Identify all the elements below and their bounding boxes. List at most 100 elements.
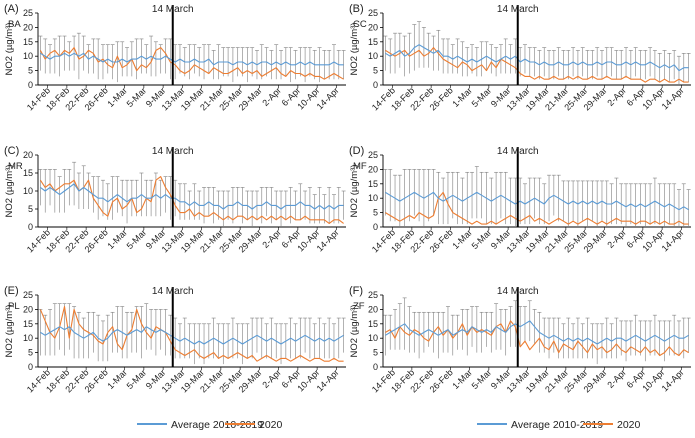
y-tick-label: 5 bbox=[28, 204, 33, 214]
marker-label: 14 March bbox=[152, 4, 194, 15]
site-label: BA bbox=[8, 19, 21, 30]
x-tick-label: 14-Apr bbox=[660, 85, 686, 111]
x-tick-label: 14-Apr bbox=[315, 85, 341, 111]
legend: Average 2010-2019 2020 Average 2010-2019… bbox=[137, 419, 641, 431]
marker-label: 14 March bbox=[497, 4, 539, 15]
site-label: ZF bbox=[353, 301, 365, 312]
x-tick-label: 5-Mar bbox=[125, 85, 149, 109]
y-axis-label: NO2 (µg/m³) bbox=[4, 305, 15, 358]
x-tick-label: 1-Mar bbox=[105, 227, 129, 251]
series-line-average bbox=[385, 191, 689, 211]
y-tick-label: 25 bbox=[368, 8, 378, 18]
y-tick-label: 10 bbox=[368, 333, 378, 343]
x-tick-label: 2-Apr bbox=[260, 367, 283, 390]
y-tick-label: 20 bbox=[368, 22, 378, 32]
y-tick-label: 20 bbox=[23, 304, 33, 314]
x-tick-label: 5-Mar bbox=[470, 227, 494, 251]
series-line-2020 bbox=[385, 191, 689, 225]
y-tick-label: 0 bbox=[373, 362, 378, 372]
x-tick-label: 2-Apr bbox=[605, 85, 628, 108]
legend-average-label-right: Average 2010-2019 bbox=[511, 419, 603, 431]
y-tick-label: 10 bbox=[368, 193, 378, 203]
marker-label: 14 March bbox=[152, 286, 194, 297]
y-tick-label: 15 bbox=[368, 37, 378, 47]
site-label: MF bbox=[353, 161, 367, 172]
y-tick-label: 10 bbox=[23, 333, 33, 343]
x-tick-label: 14-Apr bbox=[315, 227, 341, 253]
y-tick-label: 20 bbox=[23, 150, 33, 160]
y-tick-label: 25 bbox=[23, 8, 33, 18]
series-line-2020 bbox=[39, 176, 344, 224]
x-tick-label: 14-Apr bbox=[660, 367, 686, 393]
legend-2020-label-right: 2020 bbox=[617, 419, 641, 431]
x-tick-label: 1-Mar bbox=[450, 227, 474, 251]
y-tick-label: 5 bbox=[373, 348, 378, 358]
series-line-average bbox=[40, 52, 344, 66]
y-tick-label: 5 bbox=[373, 66, 378, 76]
panel-label: (D) bbox=[349, 145, 364, 157]
series-line-average bbox=[385, 44, 689, 72]
series-line-average bbox=[385, 320, 689, 345]
y-axis-label: NO2 (µg/m³) bbox=[349, 165, 360, 218]
panel-label: (A) bbox=[4, 3, 19, 15]
series-line-2020 bbox=[39, 305, 344, 362]
y-tick-label: 5 bbox=[28, 348, 33, 358]
legend-2020-label: 2020 bbox=[259, 419, 283, 431]
y-tick-label: 0 bbox=[28, 362, 33, 372]
y-tick-label: 15 bbox=[368, 179, 378, 189]
y-tick-label: 25 bbox=[23, 290, 33, 300]
y-axis-label: NO2 (µg/m³) bbox=[4, 165, 15, 218]
x-tick-label: 2-Apr bbox=[260, 85, 283, 108]
panel-label: (C) bbox=[4, 145, 19, 157]
x-tick-label: 1-Mar bbox=[450, 85, 474, 109]
x-tick-label: 1-Mar bbox=[105, 85, 129, 109]
series-line-2020 bbox=[385, 47, 689, 83]
panel-label: (B) bbox=[349, 3, 364, 15]
y-tick-label: 20 bbox=[23, 22, 33, 32]
y-axis-label: NO2 (µg/m³) bbox=[4, 23, 15, 76]
series-line-2020 bbox=[39, 47, 344, 80]
series-line-2020 bbox=[385, 320, 689, 357]
x-tick-label: 5-Mar bbox=[470, 85, 494, 109]
y-tick-label: 20 bbox=[368, 164, 378, 174]
y-tick-label: 10 bbox=[368, 51, 378, 61]
y-tick-label: 0 bbox=[28, 80, 33, 90]
y-tick-label: 10 bbox=[23, 51, 33, 61]
y-tick-label: 20 bbox=[368, 304, 378, 314]
marker-label: 14 March bbox=[497, 146, 539, 157]
x-tick-label: 5-Mar bbox=[125, 367, 149, 391]
x-tick-label: 1-Mar bbox=[450, 367, 474, 391]
x-tick-label: 1-Mar bbox=[105, 367, 129, 391]
x-tick-label: 5-Mar bbox=[125, 227, 149, 251]
x-tick-label: 2-Apr bbox=[605, 367, 628, 390]
panel-label: (E) bbox=[4, 285, 19, 297]
y-tick-label: 10 bbox=[23, 186, 33, 196]
y-tick-label: 5 bbox=[28, 66, 33, 76]
legend-average-label: Average 2010-2019 bbox=[171, 419, 263, 431]
x-tick-label: 2-Apr bbox=[260, 227, 283, 250]
y-axis-label: NO2 (µg/m³) bbox=[349, 23, 360, 76]
y-tick-label: 0 bbox=[373, 222, 378, 232]
marker-label: 14 March bbox=[152, 146, 194, 157]
x-tick-label: 2-Apr bbox=[605, 227, 628, 250]
series-line-average bbox=[40, 183, 344, 210]
x-tick-label: 5-Mar bbox=[470, 367, 494, 391]
site-label: PL bbox=[8, 301, 20, 312]
y-tick-label: 15 bbox=[368, 319, 378, 329]
x-tick-label: 14-Apr bbox=[315, 367, 341, 393]
series-line-average bbox=[40, 326, 344, 345]
y-tick-label: 5 bbox=[373, 208, 378, 218]
site-label: CC bbox=[353, 19, 367, 30]
marker-label: 14 March bbox=[497, 286, 539, 297]
site-label: MR bbox=[8, 161, 23, 172]
y-tick-label: 15 bbox=[23, 168, 33, 178]
x-tick-label: 14-Apr bbox=[660, 227, 686, 253]
